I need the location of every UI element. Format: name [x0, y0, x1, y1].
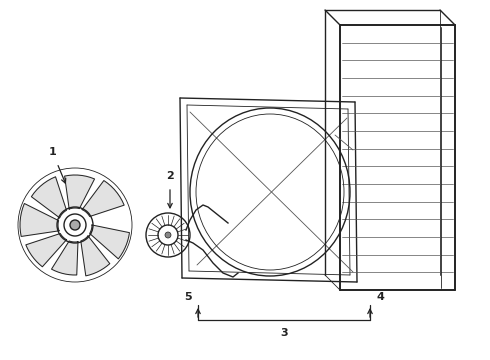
- Polygon shape: [20, 203, 59, 237]
- Polygon shape: [82, 181, 124, 216]
- Polygon shape: [26, 234, 67, 267]
- Polygon shape: [90, 225, 129, 259]
- Text: 5: 5: [184, 292, 192, 302]
- Polygon shape: [31, 177, 67, 218]
- Circle shape: [165, 232, 171, 238]
- Text: 4: 4: [376, 292, 384, 302]
- Polygon shape: [51, 241, 78, 275]
- Text: 3: 3: [280, 328, 288, 338]
- Text: 1: 1: [49, 147, 57, 157]
- Polygon shape: [65, 175, 95, 209]
- Circle shape: [70, 220, 80, 230]
- Polygon shape: [81, 236, 110, 276]
- Text: 2: 2: [166, 171, 174, 181]
